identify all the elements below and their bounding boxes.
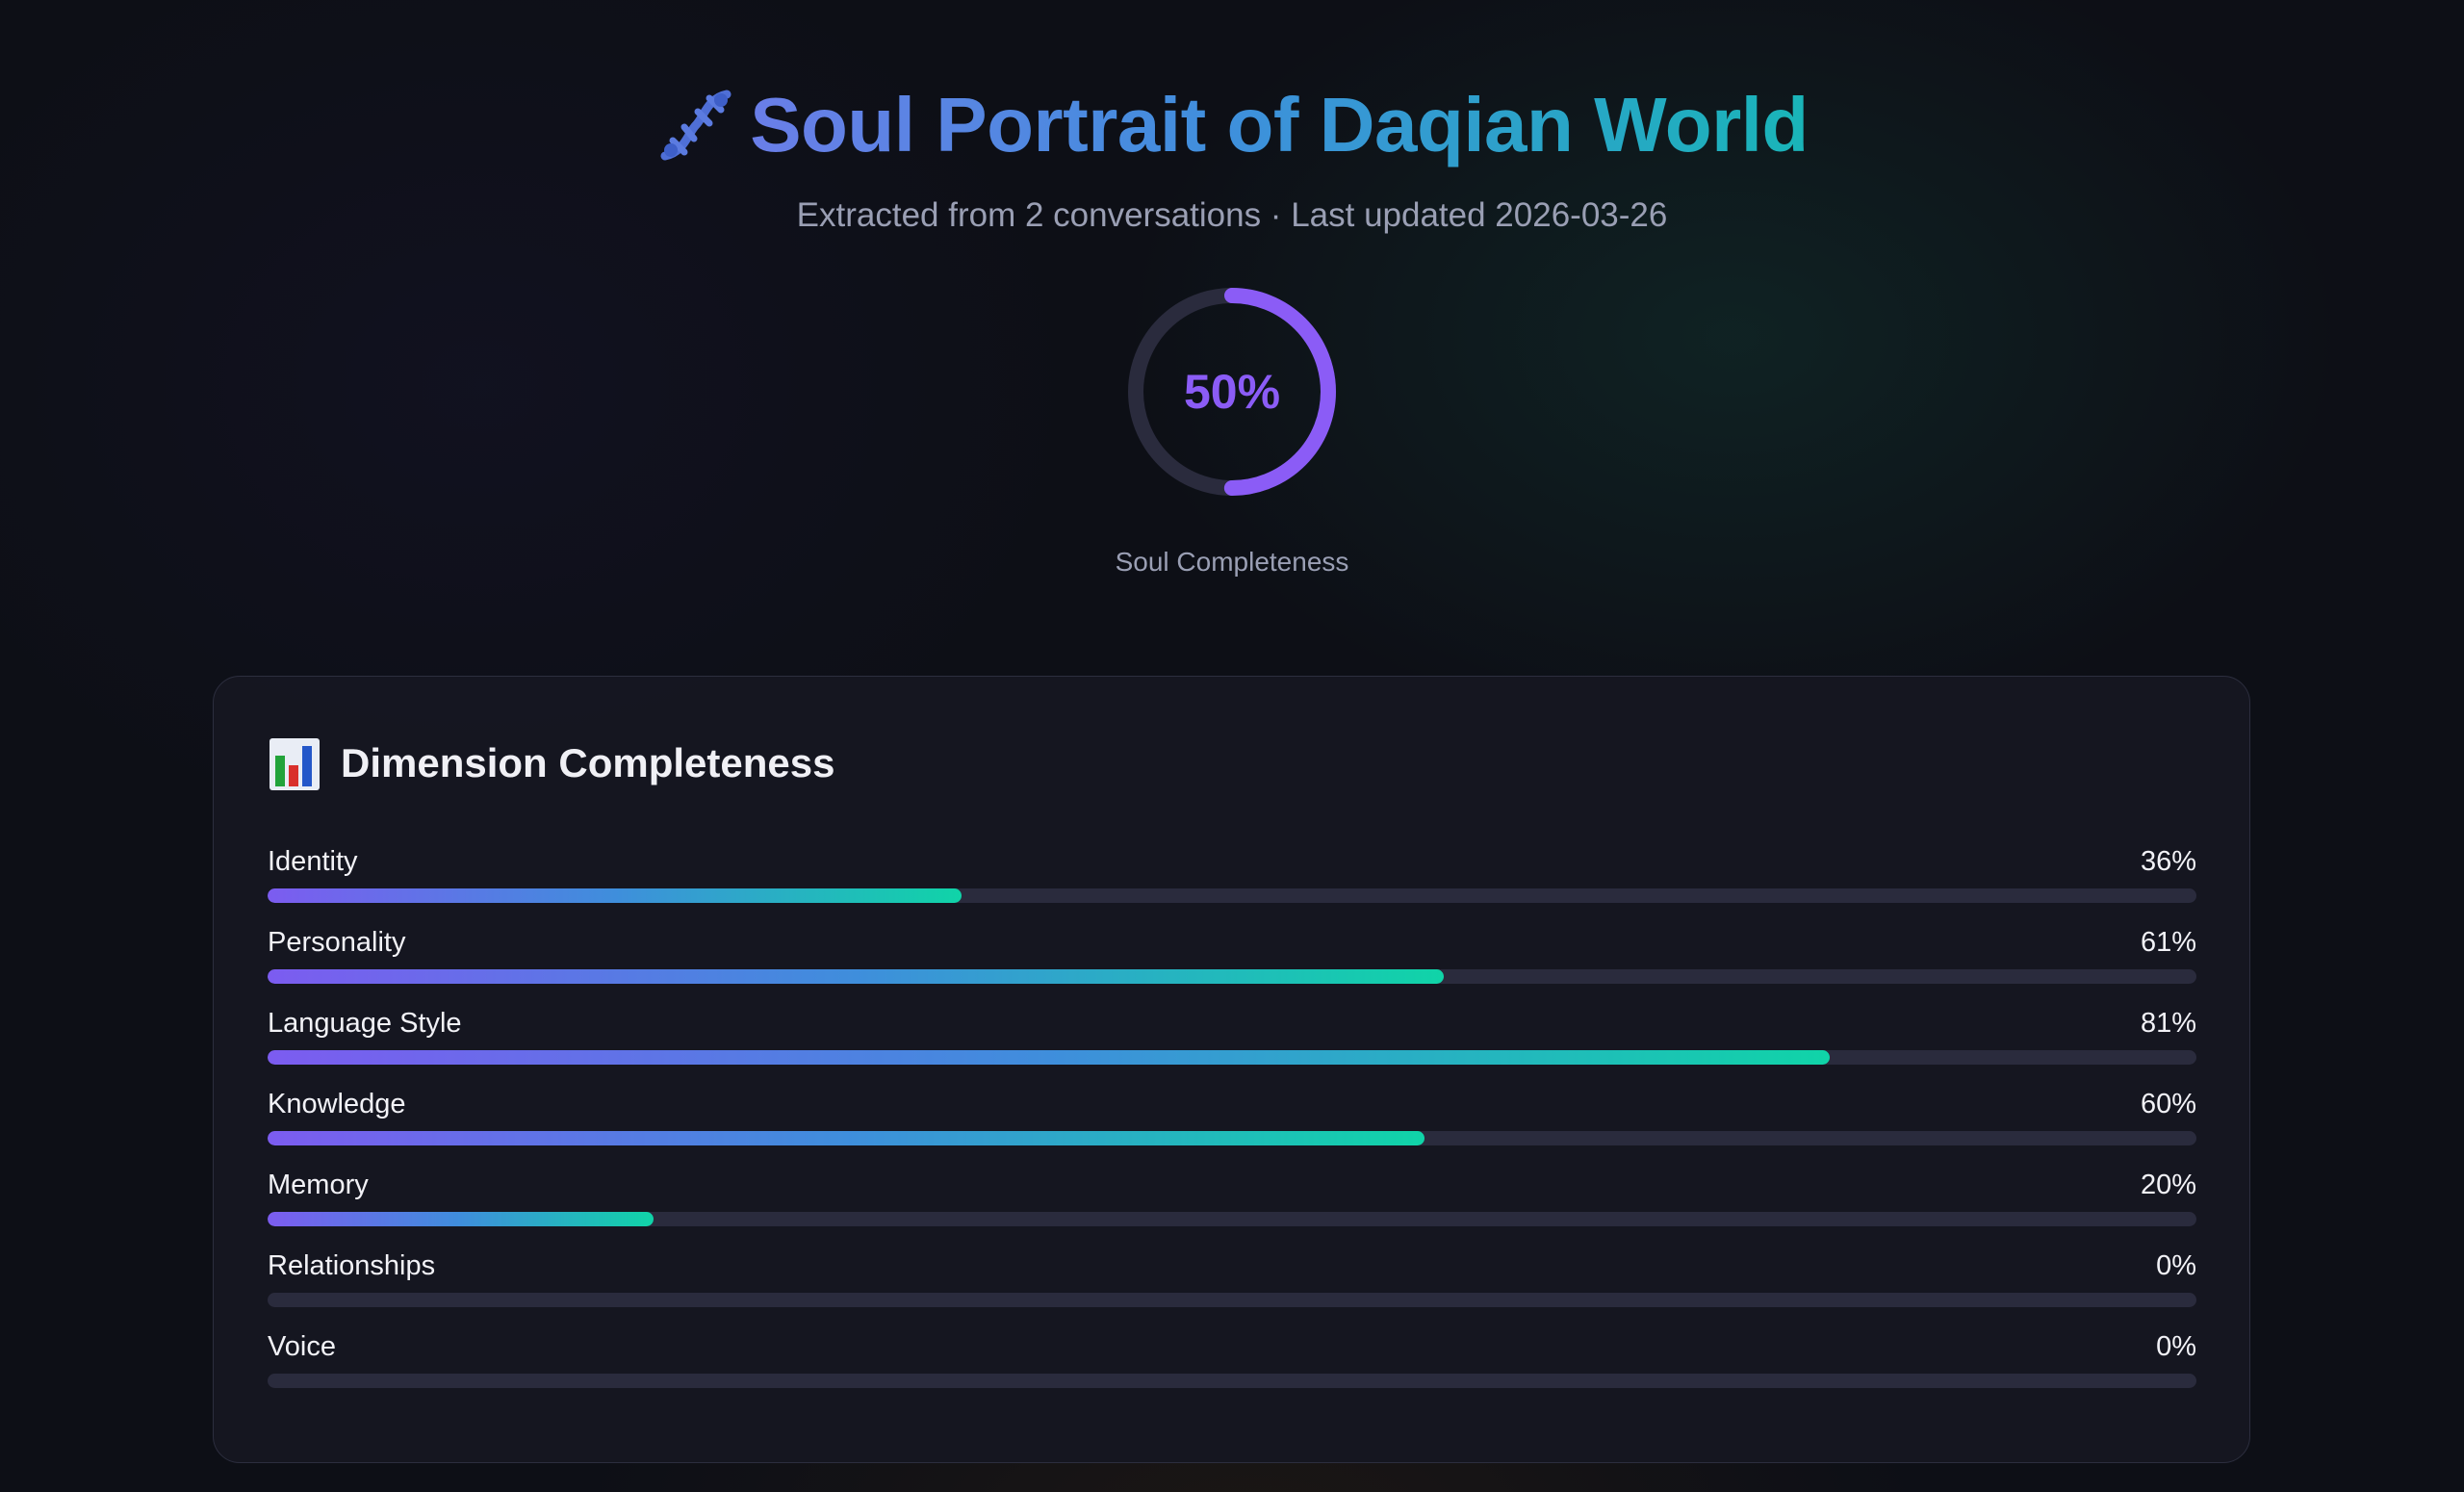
dimension-progress-track <box>268 1131 2196 1145</box>
ring-progress <box>1128 288 1336 496</box>
completeness-ring-graphic <box>1128 288 1336 496</box>
dimension-progress-track <box>268 888 2196 903</box>
dimension-progress-track <box>268 969 2196 984</box>
dimension-percent: 0% <box>2156 1331 2196 1362</box>
dimension-percent: 20% <box>2140 1170 2196 1200</box>
dimension-label: Relationships <box>268 1250 436 1281</box>
dimension-list: Identity 36% Personality 61% Language St… <box>268 842 2196 1408</box>
dimension-label: Identity <box>268 846 358 877</box>
completeness-ring: 50% <box>1126 286 1338 498</box>
dimension-progress-track <box>268 1212 2196 1226</box>
dimension-row-relationships: Relationships 0% <box>268 1247 2196 1327</box>
page-title: Soul Portrait of Daqian World <box>750 77 1809 173</box>
dimension-progress-fill <box>268 1131 1425 1145</box>
dimension-row-voice: Voice 0% <box>268 1327 2196 1408</box>
dimension-label: Language Style <box>268 1008 462 1039</box>
page-subtitle: Extracted from 2 conversations · Last up… <box>796 196 1668 234</box>
dimension-progress-track <box>268 1293 2196 1307</box>
dimension-row-memory: Memory 20% <box>268 1166 2196 1247</box>
dimension-progress-fill <box>268 1050 1831 1065</box>
completeness-label: Soul Completeness <box>1115 547 1349 577</box>
dimension-percent: 60% <box>2140 1089 2196 1119</box>
dimension-percent: 81% <box>2140 1008 2196 1039</box>
completeness-value: 50% <box>1183 365 1281 419</box>
title-row: Soul Portrait of Daqian World <box>0 77 2464 173</box>
bar-chart-icon <box>268 734 321 792</box>
dimension-label: Memory <box>268 1170 369 1200</box>
dimension-progress-fill <box>268 888 962 903</box>
dimension-progress-fill <box>268 969 1445 984</box>
dimension-row-identity: Identity 36% <box>268 842 2196 923</box>
dimension-progress-track <box>268 1374 2196 1388</box>
dimension-card: Dimension Completeness Identity 36% Pers… <box>213 676 2250 1463</box>
dimension-row-language-style: Language Style 81% <box>268 1004 2196 1085</box>
dimension-label: Personality <box>268 927 406 958</box>
dimension-label: Knowledge <box>268 1089 406 1119</box>
dimension-percent: 36% <box>2140 846 2196 877</box>
dimension-percent: 0% <box>2156 1250 2196 1281</box>
dna-icon <box>655 85 736 166</box>
dimension-row-personality: Personality 61% <box>268 923 2196 1004</box>
dimension-percent: 61% <box>2140 927 2196 958</box>
dimension-row-knowledge: Knowledge 60% <box>268 1085 2196 1166</box>
dimension-progress-track <box>268 1050 2196 1065</box>
dimension-progress-fill <box>268 1212 654 1226</box>
dimension-card-title: Dimension Completeness <box>341 740 835 785</box>
dimension-label: Voice <box>268 1331 336 1362</box>
dimension-card-header: Dimension Completeness <box>268 734 834 792</box>
